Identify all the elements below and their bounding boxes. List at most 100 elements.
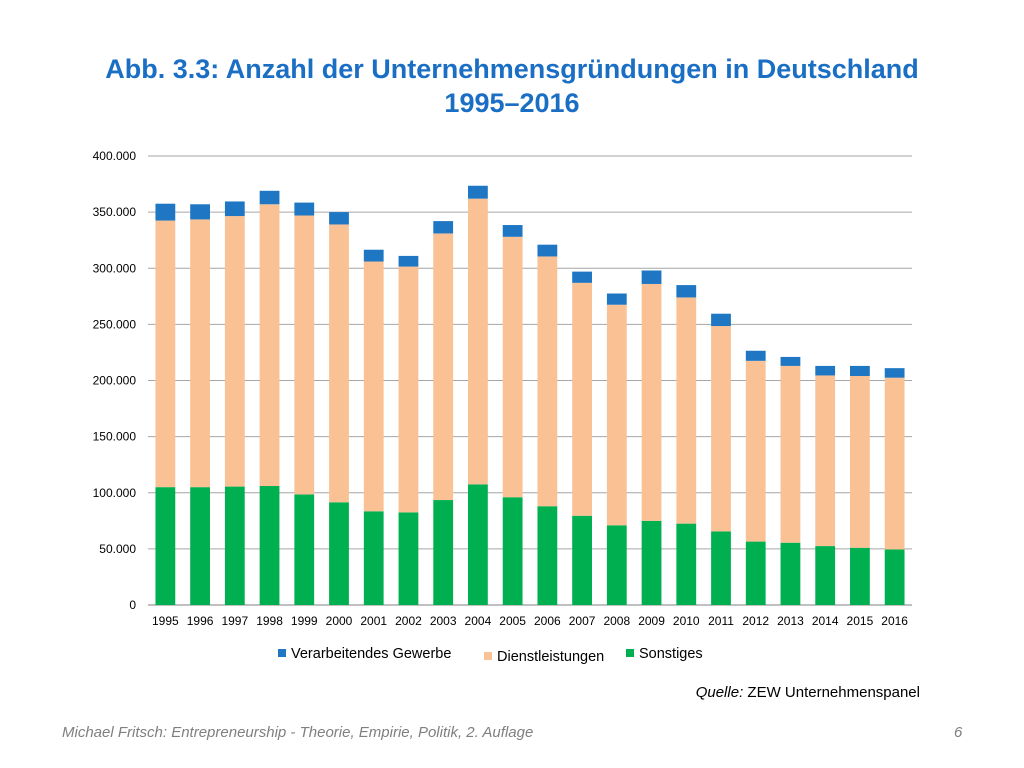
bar-segment-sonstiges-2013 xyxy=(780,542,801,605)
bar-segment-verarbeitendes-gewerbe-2009 xyxy=(641,270,662,284)
bar-segment-verarbeitendes-gewerbe-2010 xyxy=(676,285,697,298)
bar-segment-sonstiges-1995 xyxy=(155,487,176,605)
bar-segment-dienstleistungen-2010 xyxy=(676,297,697,524)
legend-item-verarbeitendes: Verarbeitendes Gewerbe xyxy=(278,646,451,662)
y-tick-label: 250.000 xyxy=(93,317,137,331)
bar-segment-dienstleistungen-2012 xyxy=(745,360,766,542)
chart-title-line1: Abb. 3.3: Anzahl der Unternehmensgründun… xyxy=(105,54,919,84)
bar-segment-verarbeitendes-gewerbe-1999 xyxy=(294,202,315,216)
bar-segment-dienstleistungen-2011 xyxy=(711,326,731,532)
y-tick-label: 400.000 xyxy=(93,149,137,163)
bar-segment-sonstiges-2005 xyxy=(502,497,523,605)
bar-segment-dienstleistungen-1998 xyxy=(259,204,280,487)
x-tick-label: 2002 xyxy=(395,614,422,628)
x-axis-labels: 1995 1996 1997 1998 1999 2000 2001 2002 2003 2004… xyxy=(152,614,908,628)
bar-segment-dienstleistungen-1999 xyxy=(294,215,315,495)
bar-segment-verarbeitendes-gewerbe-1995 xyxy=(155,203,176,221)
bar-segment-dienstleistungen-1996 xyxy=(190,219,210,488)
bar-segment-verarbeitendes-gewerbe-2008 xyxy=(606,293,627,305)
footer-citation: Michael Fritsch: Entrepreneurship - Theo… xyxy=(62,724,534,741)
bar-segment-dienstleistungen-2004 xyxy=(468,198,488,485)
bar-segment-dienstleistungen-1995 xyxy=(155,220,176,488)
legend-item-sonstiges: Sonstiges xyxy=(626,646,703,662)
x-tick-label: 1996 xyxy=(187,614,214,628)
x-tick-label: 2006 xyxy=(534,614,561,628)
bar-segment-dienstleistungen-2007 xyxy=(572,282,592,516)
legend-swatch xyxy=(484,652,492,660)
x-tick-label: 2001 xyxy=(360,614,387,628)
bar-segment-verarbeitendes-gewerbe-2011 xyxy=(711,313,731,327)
bar-segment-dienstleistungen-1997 xyxy=(224,216,245,487)
bar-segment-verarbeitendes-gewerbe-2004 xyxy=(468,185,488,199)
x-tick-label: 2003 xyxy=(430,614,457,628)
x-tick-label: 2007 xyxy=(569,614,596,628)
bar-segment-dienstleistungen-2000 xyxy=(329,224,349,503)
x-tick-label: 2000 xyxy=(326,614,353,628)
x-tick-label: 2013 xyxy=(777,614,804,628)
bar-segment-dienstleistungen-2006 xyxy=(537,256,558,507)
bar-segment-dienstleistungen-2005 xyxy=(502,236,523,498)
bar-segment-dienstleistungen-2014 xyxy=(815,375,836,547)
bar-segment-dienstleistungen-2001 xyxy=(363,261,384,512)
legend-label: Dienstleistungen xyxy=(497,649,605,665)
x-tick-label: 1997 xyxy=(221,614,248,628)
bar-segment-verarbeitendes-gewerbe-2001 xyxy=(363,249,384,262)
x-tick-label: 1995 xyxy=(152,614,179,628)
bar-segment-verarbeitendes-gewerbe-1997 xyxy=(224,201,245,217)
y-tick-label: 50.000 xyxy=(99,542,136,556)
x-tick-label: 2009 xyxy=(638,614,665,628)
bar-segment-dienstleistungen-2013 xyxy=(780,365,801,543)
x-tick-label: 1999 xyxy=(291,614,318,628)
bar-segment-sonstiges-2010 xyxy=(676,523,697,605)
bar-segment-verarbeitendes-gewerbe-2006 xyxy=(537,244,558,257)
page-number: 6 xyxy=(954,724,963,741)
legend-swatch xyxy=(278,649,286,657)
bar-segment-dienstleistungen-2003 xyxy=(433,233,454,501)
bar-segment-sonstiges-2001 xyxy=(363,511,384,605)
legend-item-dienstleistungen: Dienstleistungen xyxy=(484,649,604,665)
bars xyxy=(155,185,905,605)
bar-segment-verarbeitendes-gewerbe-2013 xyxy=(780,356,801,366)
source-text: ZEW Unternehmenspanel xyxy=(747,684,920,701)
bar-segment-sonstiges-2008 xyxy=(606,525,627,605)
x-tick-label: 2012 xyxy=(742,614,769,628)
bar-segment-verarbeitendes-gewerbe-2005 xyxy=(502,225,523,237)
bar-segment-dienstleistungen-2009 xyxy=(641,283,662,521)
legend-label: Sonstiges xyxy=(639,646,703,662)
bar-segment-sonstiges-2015 xyxy=(850,547,870,605)
x-tick-label: 2005 xyxy=(499,614,526,628)
bar-segment-sonstiges-2004 xyxy=(468,484,488,605)
legend-label: Verarbeitendes Gewerbe xyxy=(291,646,452,662)
bar-segment-verarbeitendes-gewerbe-1996 xyxy=(190,204,210,220)
bar-segment-verarbeitendes-gewerbe-2007 xyxy=(572,271,592,283)
bar-segment-verarbeitendes-gewerbe-2012 xyxy=(745,350,766,361)
chart-title: Abb. 3.3: Anzahl der Unternehmensgründun… xyxy=(0,52,1024,120)
bar-segment-sonstiges-2009 xyxy=(641,520,662,605)
y-tick-label: 350.000 xyxy=(93,205,137,219)
y-tick-label: 300.000 xyxy=(93,261,137,275)
bar-segment-sonstiges-1996 xyxy=(190,487,210,605)
source-label: Quelle: xyxy=(695,684,744,701)
x-tick-label: 2008 xyxy=(603,614,630,628)
bar-segment-dienstleistungen-2015 xyxy=(850,376,870,548)
x-tick-label: 1998 xyxy=(256,614,283,628)
x-tick-label: 2010 xyxy=(673,614,700,628)
bar-segment-verarbeitendes-gewerbe-2014 xyxy=(815,365,836,376)
bar-segment-verarbeitendes-gewerbe-2000 xyxy=(329,212,349,225)
x-tick-label: 2016 xyxy=(881,614,908,628)
x-tick-label: 2014 xyxy=(812,614,839,628)
bar-segment-sonstiges-2014 xyxy=(815,546,836,605)
source-note: Quelle: ZEW Unternehmenspanel xyxy=(696,684,920,701)
bar-segment-sonstiges-1999 xyxy=(294,494,315,605)
bar-segment-sonstiges-1998 xyxy=(259,486,280,605)
x-tick-label: 2015 xyxy=(847,614,874,628)
stacked-bar-chart: 0 50.000 100.000 150.000 200.000 250.000 300.0… xyxy=(93,149,912,628)
bar-segment-sonstiges-2000 xyxy=(329,502,349,605)
bar-segment-sonstiges-2006 xyxy=(537,506,558,605)
x-tick-label: 2004 xyxy=(465,614,492,628)
bar-segment-sonstiges-2016 xyxy=(884,549,905,605)
bar-segment-sonstiges-2007 xyxy=(572,515,592,605)
y-axis-labels: 0 50.000 100.000 150.000 200.000 250.000 300.0… xyxy=(93,149,137,612)
bar-segment-sonstiges-2011 xyxy=(711,531,731,605)
bar-segment-sonstiges-1997 xyxy=(224,486,245,605)
